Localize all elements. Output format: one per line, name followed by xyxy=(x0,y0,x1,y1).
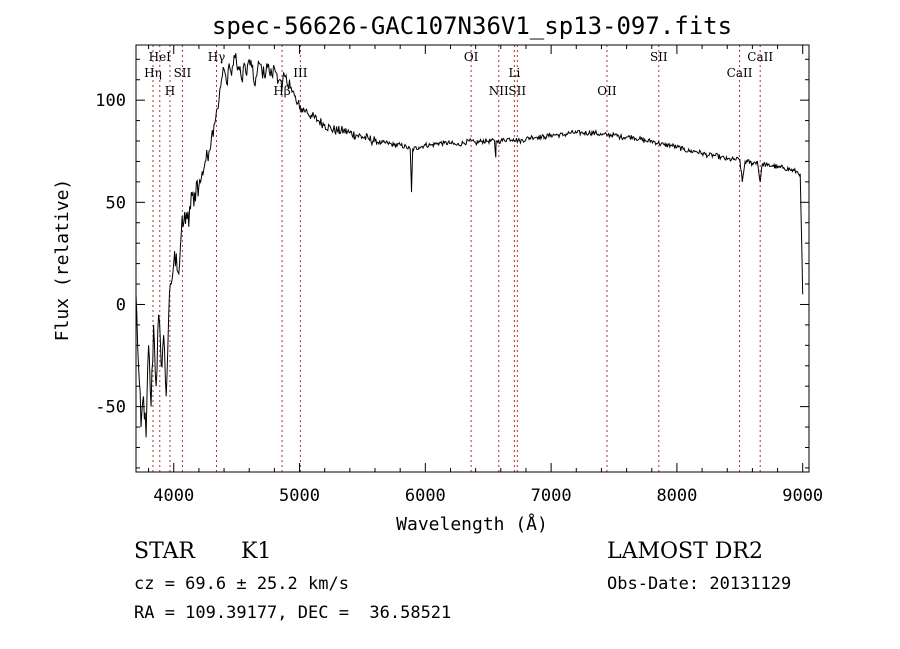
spectral-line-label: CaII xyxy=(747,50,773,64)
spectral-line-label: OI xyxy=(464,50,479,64)
y-tick-label: -50 xyxy=(95,398,126,418)
survey-name: LAMOST DR2 xyxy=(607,539,763,564)
spectrum-line xyxy=(135,53,804,438)
series-layer xyxy=(135,53,804,438)
x-tick-label: 7000 xyxy=(531,486,572,506)
y-tick-label: 50 xyxy=(106,193,126,213)
y-tick-label: 100 xyxy=(95,91,126,111)
obs-date: Obs-Date: 20131129 xyxy=(607,574,792,594)
spectral-line-label: H xyxy=(165,84,175,98)
spectral-line-label: CaII xyxy=(727,66,753,80)
object-subclass: K1 xyxy=(241,539,272,564)
x-tick-label: 5000 xyxy=(279,486,320,506)
spectral-line-label: Hβ xyxy=(273,84,290,98)
spectral-line-label: Li xyxy=(508,66,520,80)
x-tick-label: 8000 xyxy=(656,486,697,506)
coordinates: RA = 109.39177, DEC = 36.58521 xyxy=(134,603,452,623)
spectral-line-label: Hγ xyxy=(208,50,226,64)
spectral-line-label: SII xyxy=(650,50,668,64)
x-axis-label: Wavelength (Å) xyxy=(396,513,548,535)
spectral-line-label: NII xyxy=(489,84,509,98)
x-tick-label: 9000 xyxy=(782,486,823,506)
spectral-line-label: OII xyxy=(597,84,617,98)
y-tick-label: 0 xyxy=(116,295,126,315)
plot-frame xyxy=(135,44,810,473)
spectral-line-label: SII xyxy=(174,66,192,80)
redshift-readout: cz = 69.6 ± 25.2 km/s xyxy=(134,574,349,594)
axis-ticks-layer: 4000 5000 6000 7000 8000 9000 -50 0 50 100 xyxy=(95,45,823,506)
spectral-line-label: HeI xyxy=(149,50,172,64)
spectral-line-label: Hη xyxy=(144,66,162,80)
spectral-line-label: SII xyxy=(508,84,526,98)
spectral-line-label: III xyxy=(293,66,307,80)
object-class: STAR xyxy=(134,539,195,564)
y-axis-label: Flux (relative) xyxy=(52,179,73,342)
x-tick-label: 6000 xyxy=(405,486,446,506)
chart-title: spec-56626-GAC107N36V1_sp13-097.fits xyxy=(212,12,732,40)
x-tick-label: 4000 xyxy=(153,486,194,506)
